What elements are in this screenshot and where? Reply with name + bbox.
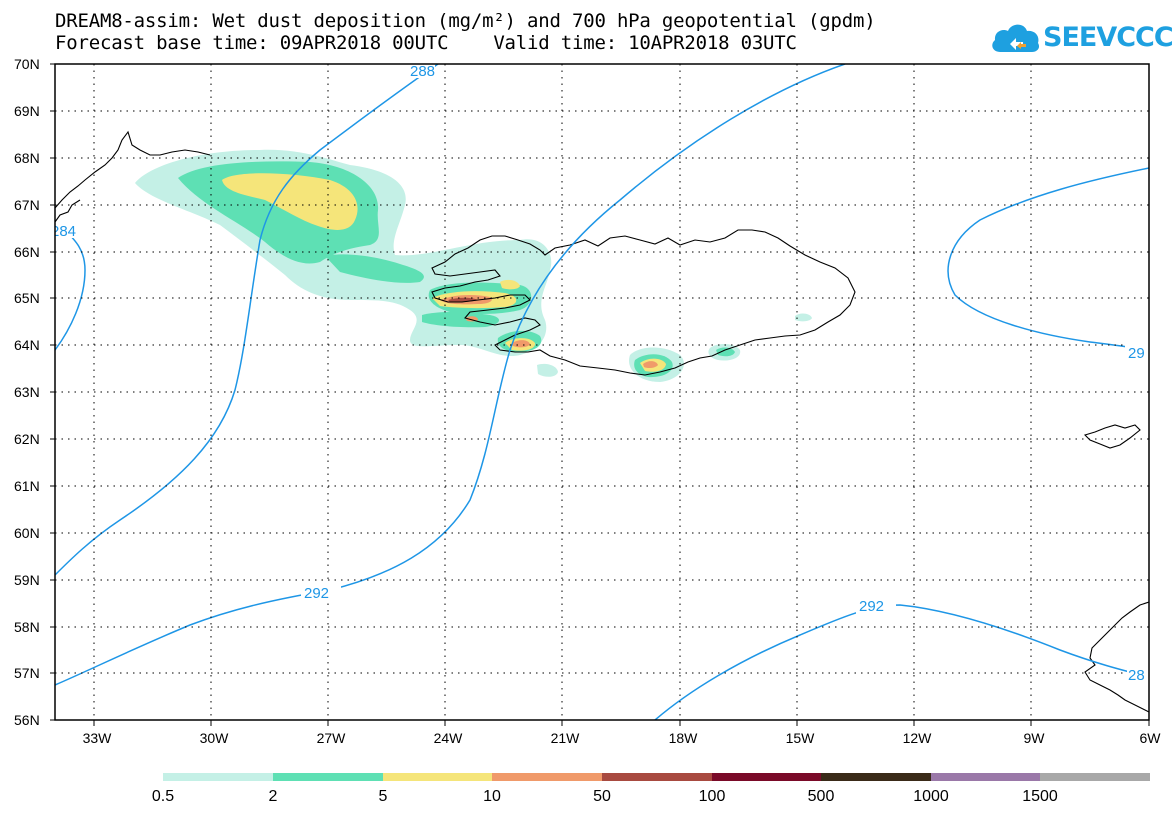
contour-294-east	[947, 167, 1149, 351]
legend-label: 100	[699, 788, 726, 805]
contour-292-east	[654, 604, 1149, 720]
lat-label: 57N	[14, 665, 40, 681]
deposition-level-2	[716, 347, 735, 357]
lat-label: 56N	[14, 712, 40, 728]
contour-label: 292	[304, 585, 329, 602]
legend-colorbar	[163, 773, 1150, 781]
lon-label: 21W	[551, 730, 581, 746]
legend-label: 5	[379, 788, 388, 805]
deposition-level-5	[222, 173, 358, 230]
lat-label: 69N	[14, 103, 40, 119]
legend-swatch	[602, 773, 712, 781]
faroe-shetland-coastline	[1083, 424, 1141, 449]
seevccc-logo: SEEVCCC	[990, 18, 1174, 60]
lat-label: 70N	[14, 56, 40, 72]
lon-label: 30W	[200, 730, 230, 746]
deposition-level-0.5	[537, 363, 558, 377]
deposition-level-2	[422, 311, 500, 328]
coastlines	[55, 130, 1149, 713]
legend-label: 1500	[1022, 788, 1058, 805]
legend-swatch	[931, 773, 1040, 781]
lat-label: 65N	[14, 290, 40, 306]
deposition-level-10	[512, 340, 530, 348]
lon-label: 9W	[1024, 730, 1046, 746]
legend-swatch	[383, 773, 492, 781]
legend-label: 50	[593, 788, 611, 805]
legend-swatch	[821, 773, 931, 781]
lon-label: 27W	[317, 730, 347, 746]
legend-swatch	[163, 773, 273, 781]
gridlines	[55, 64, 1149, 720]
legend-label: 10	[483, 788, 501, 805]
contour-label: 28	[1128, 667, 1145, 684]
contour-label: 284	[51, 223, 76, 240]
contour-label: 29	[1128, 345, 1145, 362]
lat-label: 64N	[14, 337, 40, 353]
legend-label: 1000	[913, 788, 949, 805]
contour-284-west	[55, 229, 86, 351]
deposition-level-5	[500, 279, 520, 290]
latitude-labels: 70N 69N 68N 67N 66N 65N 64N 63N 62N 61N …	[14, 56, 40, 728]
lon-label: 15W	[786, 730, 816, 746]
scotland-coastline	[1084, 601, 1149, 713]
map-area: 288 292 292 284 29 28	[51, 63, 1149, 720]
greenland-coastline	[55, 199, 81, 223]
lat-label: 67N	[14, 197, 40, 213]
logo-text: SEEVCCC	[1043, 22, 1174, 53]
legend-labels: 0.5 2 5 10 50 100 500 1000 1500	[152, 788, 1058, 805]
deposition-level-10	[643, 361, 658, 369]
lon-label: 18W	[669, 730, 699, 746]
lat-label: 66N	[14, 244, 40, 260]
contour-label: 288	[410, 63, 435, 80]
lon-label: 6W	[1140, 730, 1162, 746]
lon-label: 33W	[83, 730, 113, 746]
deposition-field	[135, 149, 812, 382]
contour-292-west	[55, 64, 846, 686]
geopotential-contours	[55, 64, 1149, 720]
chart-title-line2: Forecast base time: 09APR2018 00UTC Vali…	[55, 32, 797, 54]
tick-marks	[50, 63, 1150, 726]
lon-label: 12W	[903, 730, 933, 746]
iceland-coastline	[431, 229, 856, 376]
legend-label: 0.5	[152, 788, 174, 805]
legend-swatch	[1040, 773, 1150, 781]
lat-label: 61N	[14, 478, 40, 494]
lat-label: 58N	[14, 619, 40, 635]
legend-swatch	[712, 773, 821, 781]
lat-label: 60N	[14, 525, 40, 541]
greenland-coastline	[55, 130, 211, 209]
lat-label: 63N	[14, 384, 40, 400]
longitude-labels: 33W 30W 27W 24W 21W 18W 15W 12W 9W 6W	[83, 730, 1162, 746]
deposition-level-0.5	[795, 313, 812, 322]
legend-swatch	[492, 773, 602, 781]
lat-label: 68N	[14, 150, 40, 166]
legend-label: 500	[808, 788, 835, 805]
legend-swatch	[273, 773, 383, 781]
lon-label: 24W	[434, 730, 464, 746]
lat-label: 62N	[14, 431, 40, 447]
lat-label: 59N	[14, 572, 40, 588]
cloud-icon	[992, 24, 1040, 52]
contour-labels: 288 292 292 284 29 28	[51, 63, 1149, 684]
deposition-level-2	[325, 254, 424, 283]
contour-label: 292	[859, 598, 884, 615]
legend-label: 2	[269, 788, 278, 805]
chart-title-line1: DREAM8-assim: Wet dust deposition (mg/m²…	[55, 10, 876, 32]
contour-288	[55, 64, 439, 576]
